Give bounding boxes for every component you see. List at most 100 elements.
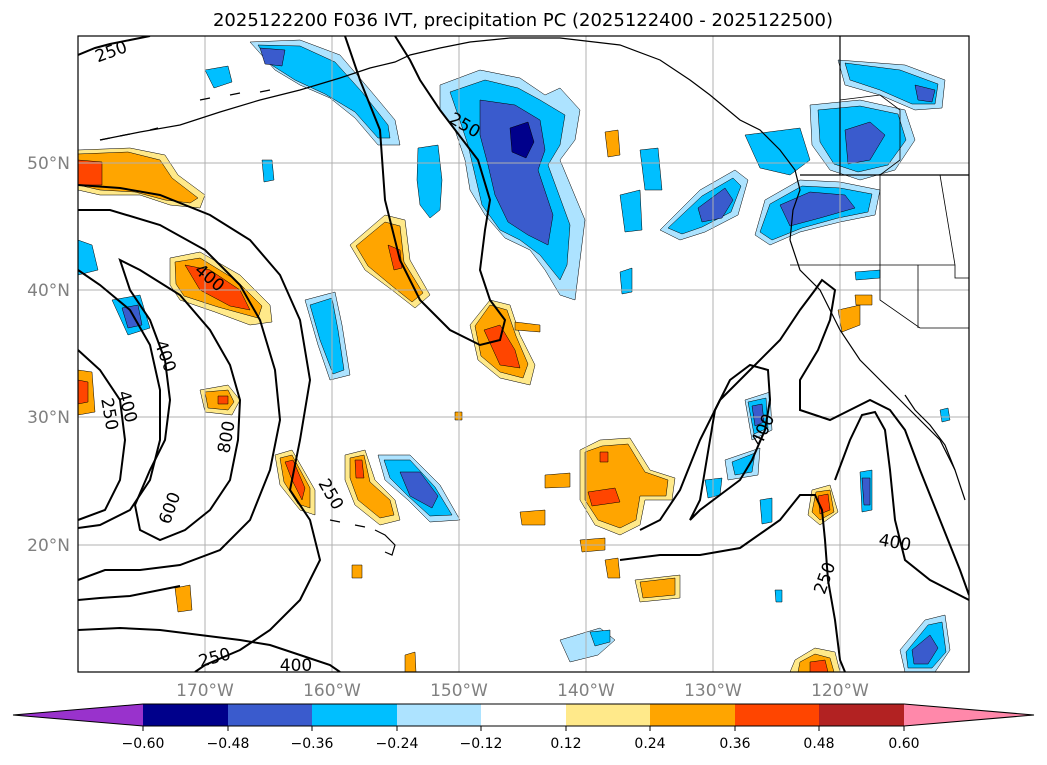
neg-area-small-6 (619, 267, 633, 295)
neg-area-small-5 (639, 147, 663, 191)
pos-area-24n-center-strong (354, 459, 365, 479)
colorbar-segment (143, 704, 228, 726)
neg-area-plume-north-strong (479, 99, 554, 246)
ivt-contour-400-sw (78, 585, 181, 601)
pos-area-38n-strong (483, 324, 521, 369)
neg-area-small-2 (261, 159, 275, 183)
colorbar-segment (735, 704, 819, 726)
pos-area-25n-east-strong (587, 487, 621, 507)
colorbar-tick-label: 0.60 (888, 736, 919, 752)
neg-area-east-30n-2-mid (731, 452, 756, 476)
colorbar-segment (566, 704, 650, 726)
colorbar-segment (481, 704, 566, 726)
neg-area-pnw-3-strong (779, 191, 856, 227)
neg-area-ne-corner-mid (844, 62, 939, 105)
pos-area-25n-east-strong-2 (599, 451, 609, 463)
ivt-contour-250-east-lower (619, 494, 846, 672)
coastline-baja (904, 394, 956, 471)
lon-label-140w: 140°W (557, 681, 615, 701)
ivt-contour-400-east (689, 363, 772, 521)
lat-label-30n: 30°N (27, 408, 70, 428)
pos-area-31n-strong (217, 395, 229, 405)
neg-area-pnw-2-strong (844, 121, 886, 165)
lon-label-170w: 170°W (176, 681, 234, 701)
pos-area-small-1 (544, 472, 571, 489)
colorbar-tick-label: 0.48 (803, 736, 834, 752)
neg-area-small-4 (619, 189, 643, 233)
coastline-hawaii (329, 519, 396, 556)
colorbar-segment (819, 704, 904, 726)
neg-area-west-2 (78, 239, 99, 276)
pos-area-west-48n-strong (78, 159, 103, 186)
pos-area-small-4-mid (639, 577, 676, 599)
neg-area-subtropical-strong (399, 471, 439, 509)
colorbar-tick-label: −0.36 (291, 736, 334, 752)
colorbar-tick-label: 0.24 (634, 736, 665, 752)
neg-area-tiny-1 (774, 589, 783, 603)
border-canada-provinces (839, 94, 901, 176)
border-us-states (790, 174, 969, 329)
colorbar-ticks (142, 726, 905, 731)
pos-area-sw-19n (404, 651, 417, 672)
pos-area-small-6 (174, 584, 193, 613)
lon-label-130w: 130°W (684, 681, 742, 701)
pos-area-small-7 (351, 564, 363, 579)
colorbar-segment (397, 704, 481, 726)
neg-area-small-1 (204, 65, 233, 89)
colorbar-tick-label: −0.60 (122, 736, 165, 752)
contour-label: 400 (280, 656, 312, 676)
precipitation-shading (78, 39, 951, 672)
pos-area-small-2 (519, 509, 546, 526)
lon-label-160w: 160°W (303, 681, 361, 701)
colorbar-tick-label: −0.12 (460, 736, 503, 752)
lon-label-150w: 150°W (430, 681, 488, 701)
pos-area-small-8 (604, 129, 621, 158)
neg-area-tiny-2 (939, 407, 951, 423)
pos-area-coast-38n (837, 304, 861, 333)
ivt-contour-400-east-lower (834, 410, 969, 601)
pos-area-38n-tail (514, 321, 541, 333)
neg-area-southeast-strong (911, 634, 939, 665)
pos-area-coast-40n (854, 294, 873, 306)
colorbar-segment-over (904, 704, 1034, 726)
ivt-contour-400-west (78, 209, 282, 581)
neg-area-southwest-1-mid (589, 629, 611, 647)
neg-area-northwest-mid (257, 44, 391, 139)
neg-area-pnw-4-strong (697, 187, 734, 223)
colorbar-tick-label: 0.36 (719, 736, 750, 752)
ivt-contour-250-west-outer (78, 184, 322, 672)
ivt-contour-400-inner (78, 269, 161, 529)
colorbar-segment-under (13, 704, 143, 726)
neg-area-baja-strong (861, 477, 871, 506)
pos-area-small-5 (604, 557, 621, 579)
colorbar: −0.60 −0.48 −0.36 −0.24 −0.12 0.12 0.24 … (12, 703, 1035, 752)
longitude-axis: 170°W 160°W 150°W 140°W 130°W 120°W (176, 681, 869, 701)
pos-area-se-corner-strong (809, 659, 829, 672)
map-title: 2025122200 F036 IVT, precipitation PC (2… (213, 10, 833, 31)
neg-area-ne-corner-strong (914, 84, 936, 103)
map-frame (77, 35, 970, 673)
ivt-contours (78, 36, 969, 672)
pos-area-24n-west-strong (284, 459, 306, 501)
map-panel: 250 250 400 400 400 250 800 600 250 250 … (77, 35, 970, 676)
neg-area-northwest-strong (259, 47, 286, 67)
colorbar-tick-label: 0.12 (550, 736, 581, 752)
colorbar-tick-label: −0.48 (207, 736, 250, 752)
colorbar-segment (228, 704, 312, 726)
lat-label-50n: 50°N (27, 154, 70, 174)
colorbar-tick-labels: −0.60 −0.48 −0.36 −0.24 −0.12 0.12 0.24 … (122, 736, 920, 752)
lat-label-40n: 40°N (27, 281, 70, 301)
ivt-contour-250-sw (78, 626, 341, 672)
neg-area-tiny-3 (854, 269, 881, 281)
lat-label-20n: 20°N (27, 536, 70, 556)
neg-area-east-30n-1-strong (751, 403, 765, 427)
latitude-axis: 50°N 40°N 30°N 20°N (27, 154, 70, 556)
ivt-contour-600 (78, 349, 127, 521)
coastline-alaska (99, 37, 801, 241)
ivt-contour-800 (118, 258, 242, 542)
colorbar-segment (312, 704, 397, 726)
coastline-aleutians (99, 89, 271, 141)
colorbar-tick-label: −0.24 (376, 736, 419, 752)
ivt-contour-250-nw-corner (78, 36, 151, 56)
